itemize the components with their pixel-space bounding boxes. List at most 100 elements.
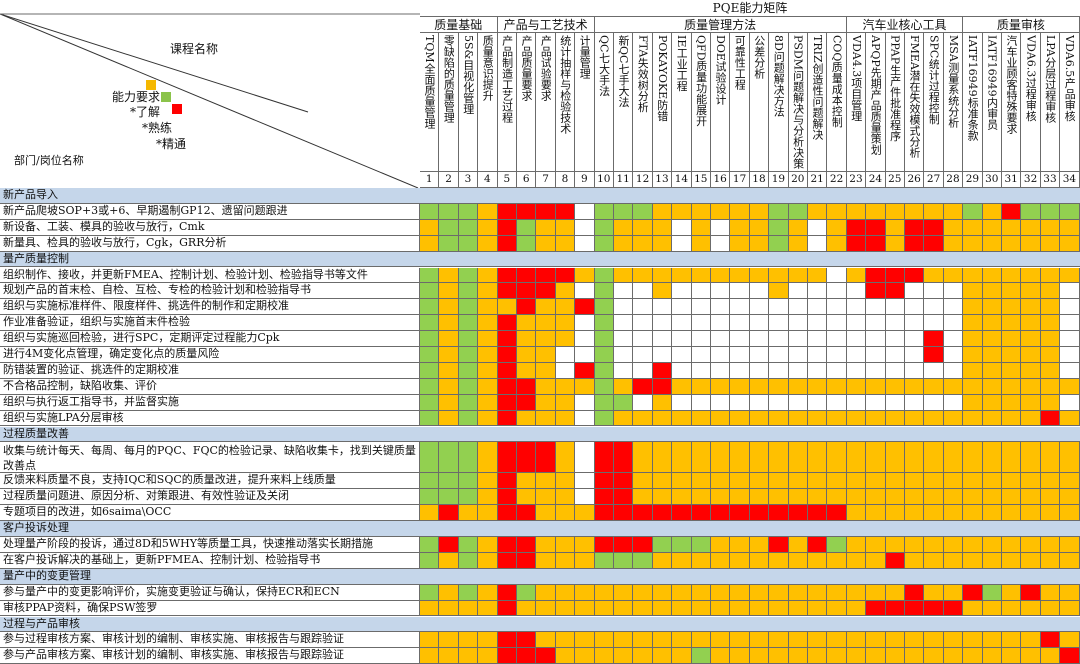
- matrix-cell: [808, 552, 828, 569]
- matrix-cell: [672, 347, 692, 363]
- matrix-cell: [614, 552, 634, 569]
- matrix-cell: [594, 552, 614, 569]
- matrix-cell: [1060, 489, 1080, 506]
- matrix-cell: [497, 505, 517, 522]
- course-name: 计量管理: [578, 35, 591, 79]
- matrix-cell: [420, 584, 440, 601]
- header-diagonals: [0, 13, 420, 188]
- matrix-cell: [517, 315, 537, 332]
- matrix-cell: [555, 442, 576, 474]
- matrix-cell: [497, 600, 517, 617]
- matrix-cell: [749, 442, 770, 474]
- course-number: 18: [749, 172, 770, 188]
- matrix-cell: [478, 648, 498, 664]
- matrix-cell: [517, 203, 537, 220]
- matrix-cell: [1040, 347, 1061, 363]
- matrix-cell: [1002, 632, 1022, 649]
- matrix-cell: [420, 331, 440, 347]
- matrix-cell: [1040, 283, 1061, 300]
- matrix-cell: [575, 442, 595, 474]
- matrix-cell: [885, 489, 905, 506]
- matrix-cell: [1002, 203, 1022, 220]
- matrix-cell: [1021, 537, 1041, 553]
- matrix-cell: [711, 362, 731, 379]
- matrix-cell: [517, 362, 537, 379]
- matrix-cell: [691, 648, 711, 664]
- matrix-cell: [982, 315, 1002, 332]
- matrix-cell: [536, 378, 556, 395]
- matrix-cell: [420, 632, 440, 649]
- matrix-cell: [866, 489, 886, 506]
- matrix-cell: [439, 267, 459, 284]
- matrix-cell: [846, 283, 867, 300]
- row-label: 审核PPAP资料，确保PSW签罗: [0, 600, 420, 617]
- matrix-cell: [885, 203, 905, 220]
- matrix-cell: [497, 299, 517, 316]
- matrix-cell: [730, 489, 750, 506]
- matrix-cell: [575, 584, 595, 601]
- matrix-cell: [808, 600, 828, 617]
- course-name: 产品试验要求: [539, 35, 552, 101]
- matrix-cell: [1002, 600, 1022, 617]
- matrix-cell: [866, 600, 886, 617]
- matrix-cell: [749, 267, 770, 284]
- matrix-cell: [652, 584, 673, 601]
- matrix-cell: [866, 473, 886, 490]
- matrix-cell: [866, 235, 886, 252]
- matrix-cell: [555, 410, 576, 427]
- matrix-cell: [497, 235, 517, 252]
- matrix-cell: [555, 505, 576, 522]
- matrix-cell: [478, 473, 498, 490]
- matrix-cell: [652, 505, 673, 522]
- matrix-cell: [691, 489, 711, 506]
- matrix-cell: [458, 584, 479, 601]
- matrix-cell: [691, 505, 711, 522]
- matrix-cell: [846, 648, 867, 664]
- matrix-cell: [711, 473, 731, 490]
- matrix-cell: [924, 347, 944, 363]
- matrix-cell: [730, 600, 750, 617]
- matrix-cell: [982, 267, 1002, 284]
- matrix-cell: [885, 347, 905, 363]
- matrix-cell: [439, 600, 459, 617]
- matrix-cell: [943, 219, 964, 236]
- matrix-cell: [905, 394, 925, 411]
- matrix-cell: [458, 473, 479, 490]
- matrix-cell: [1040, 632, 1061, 649]
- matrix-cell: [1021, 394, 1041, 411]
- matrix-cell: [1040, 267, 1061, 284]
- row-label: 参与量产中的变更影响评价，实施变更验证与确认，保持ECR和ECN: [0, 584, 420, 601]
- row-label: 专题项目的改进，如6saima\OCC: [0, 505, 420, 522]
- matrix-cell: [594, 347, 614, 363]
- matrix-cell: [614, 235, 634, 252]
- matrix-cell: [1021, 219, 1041, 236]
- matrix-cell: [594, 315, 614, 332]
- matrix-cell: [633, 315, 653, 332]
- matrix-cell: [691, 331, 711, 347]
- matrix-cell: [905, 489, 925, 506]
- matrix-cell: [769, 505, 789, 522]
- course-header-cell: 质量意识提升: [478, 33, 498, 172]
- matrix-cell: [711, 442, 731, 474]
- matrix-cell: [1060, 648, 1080, 664]
- matrix-cell: [575, 362, 595, 379]
- matrix-cell: [672, 505, 692, 522]
- course-header-cell: 5S&目视化管理: [458, 33, 479, 172]
- matrix-cell: [905, 283, 925, 300]
- matrix-cell: [905, 203, 925, 220]
- matrix-cell: [788, 584, 808, 601]
- course-number: 26: [905, 172, 925, 188]
- row-label: 不合格品控制，缺陷收集、评价: [0, 378, 420, 395]
- matrix-cell: [769, 552, 789, 569]
- matrix-cell: [924, 410, 944, 427]
- matrix-cell: [420, 473, 440, 490]
- course-number: 3: [458, 172, 479, 188]
- matrix-cell: [575, 315, 595, 332]
- course-header-cell: VDA6.5产品审核: [1060, 33, 1080, 172]
- matrix-cell: [439, 331, 459, 347]
- matrix-cell: [846, 584, 867, 601]
- matrix-cell: [982, 235, 1002, 252]
- matrix-cell: [1060, 505, 1080, 522]
- matrix-cell: [1060, 362, 1080, 379]
- matrix-cell: [827, 235, 847, 252]
